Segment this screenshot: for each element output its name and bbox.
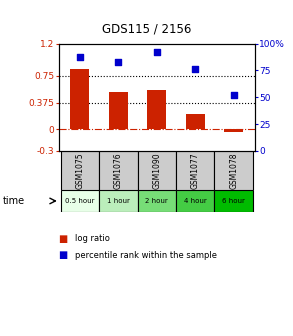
Bar: [61, 190, 99, 212]
Bar: [176, 190, 214, 212]
Point: [154, 50, 159, 55]
Text: 0.5 hour: 0.5 hour: [65, 198, 95, 204]
Text: GSM1090: GSM1090: [152, 152, 161, 189]
Text: 2 hour: 2 hour: [145, 198, 168, 204]
Bar: [224, 129, 243, 132]
Point: [77, 54, 82, 59]
Text: 4 hour: 4 hour: [184, 198, 207, 204]
Text: time: time: [3, 196, 25, 206]
Point: [231, 92, 236, 98]
Bar: [99, 151, 137, 190]
Bar: [147, 90, 166, 129]
Text: ■: ■: [59, 234, 68, 244]
Bar: [137, 151, 176, 190]
Text: log ratio: log ratio: [75, 234, 110, 243]
Text: GSM1075: GSM1075: [75, 152, 84, 189]
Text: ■: ■: [59, 250, 68, 260]
Bar: [214, 151, 253, 190]
Bar: [61, 151, 99, 190]
Text: 1 hour: 1 hour: [107, 198, 130, 204]
Bar: [99, 190, 137, 212]
Text: GSM1078: GSM1078: [229, 152, 238, 189]
Text: GDS115 / 2156: GDS115 / 2156: [102, 22, 191, 35]
Text: 6 hour: 6 hour: [222, 198, 245, 204]
Text: GSM1077: GSM1077: [191, 152, 200, 189]
Bar: [176, 151, 214, 190]
Bar: [70, 69, 89, 129]
Bar: [186, 114, 205, 129]
Bar: [137, 190, 176, 212]
Bar: [109, 92, 128, 129]
Point: [193, 67, 197, 72]
Point: [116, 59, 121, 65]
Text: percentile rank within the sample: percentile rank within the sample: [75, 251, 217, 260]
Text: GSM1076: GSM1076: [114, 152, 123, 189]
Bar: [214, 190, 253, 212]
